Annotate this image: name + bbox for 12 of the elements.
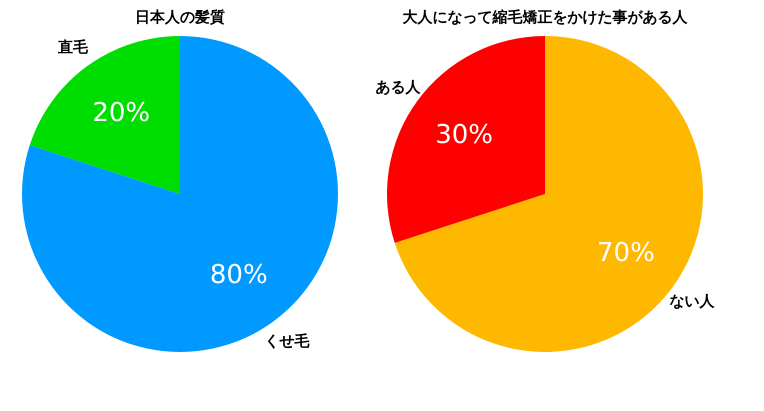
slice-label: くせ毛 [264, 332, 310, 350]
data-label: 20% [92, 98, 150, 128]
pie-slice [22, 36, 338, 352]
chart-title: 大人になって縮毛矯正をかけた事がある人 [402, 8, 688, 26]
data-label: 30% [435, 120, 493, 150]
slice-label: 直毛 [57, 38, 90, 56]
chart-title: 日本人の髪質 [135, 8, 225, 26]
data-label: 80% [210, 260, 268, 290]
data-label: 70% [597, 238, 655, 268]
slice-label: ある人 [375, 78, 422, 96]
slice-label: ない人 [670, 292, 716, 310]
pie-slice [30, 36, 180, 194]
